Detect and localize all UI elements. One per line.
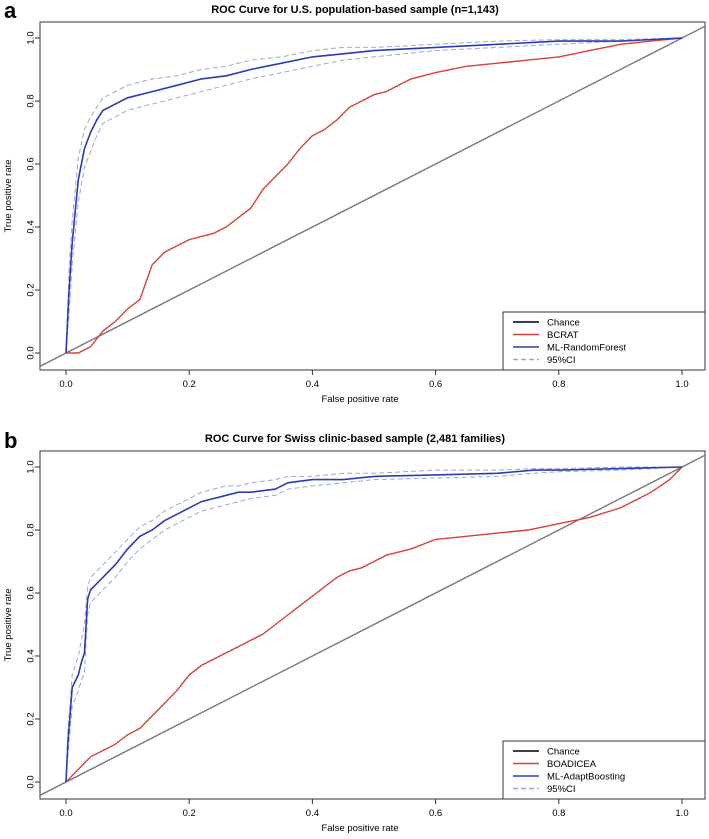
x-tick-label: 0.6 (429, 808, 442, 819)
legend-entry: BOADICEA (547, 759, 597, 770)
series-line-ml-adaptboosting (65, 466, 683, 783)
x-axis-label: False positive rate (321, 394, 398, 405)
x-tick-label: 0.4 (306, 808, 319, 819)
series-line-boadicea (65, 466, 683, 783)
series-line-bcrat (66, 37, 683, 354)
legend-entry: Chance (547, 318, 580, 329)
y-tick-label: 0.6 (26, 586, 37, 599)
chart-title: ROC Curve for Swiss clinic-based sample … (205, 433, 506, 445)
y-tick-label: 0.0 (26, 775, 37, 788)
y-tick-label: 0.4 (26, 220, 37, 233)
chart-title: ROC Curve for U.S. population-based samp… (211, 4, 499, 16)
x-tick-label: 0.2 (183, 379, 196, 390)
x-tick-label: 1.0 (675, 808, 688, 819)
y-tick-label: 0.2 (26, 712, 37, 725)
series-line-chance (40, 454, 705, 797)
x-tick-label: 0.2 (183, 808, 196, 819)
x-tick-label: 0.6 (429, 379, 442, 390)
legend-box (502, 740, 706, 800)
panel-label-a: a (4, 0, 17, 23)
series-line-95-ci (65, 37, 683, 354)
x-tick-label: 1.0 (675, 379, 688, 390)
y-axis-label: True positive rate (3, 588, 14, 661)
roc-chart-a: ROC Curve for U.S. population-based samp… (3, 4, 706, 405)
series-line-ml-randomforest (65, 37, 683, 354)
x-tick-label: 0.8 (552, 379, 565, 390)
y-tick-label: 0.2 (26, 283, 37, 296)
legend-entry: ML-AdaptBoosting (547, 772, 625, 783)
legend-entry: 95%CI (547, 355, 576, 366)
legend-entry: 95%CI (547, 784, 576, 795)
panel-label-b: b (4, 428, 18, 453)
y-tick-label: 0.4 (26, 649, 37, 662)
series-line-95-ci (65, 466, 682, 783)
y-tick-label: 1.0 (26, 460, 37, 473)
legend-box (502, 311, 706, 371)
x-tick-label: 0.0 (59, 808, 72, 819)
legend-entry: BCRAT (547, 330, 579, 341)
legend-entry: Chance (547, 747, 580, 758)
series-line-95-ci-lower (65, 466, 683, 783)
y-tick-label: 0.6 (26, 157, 37, 170)
plot-frame (39, 21, 706, 371)
legend-entry: ML-RandomForest (547, 343, 627, 354)
series-line-chance (40, 25, 705, 368)
y-tick-label: 0.0 (26, 346, 37, 359)
roc-chart-b: ROC Curve for Swiss clinic-based sample … (3, 433, 706, 834)
y-tick-label: 0.8 (26, 94, 37, 107)
x-tick-label: 0.0 (59, 379, 72, 390)
x-axis-label: False positive rate (321, 823, 398, 834)
x-tick-label: 0.4 (306, 379, 319, 390)
x-tick-label: 0.8 (552, 808, 565, 819)
y-axis-label: True positive rate (3, 159, 14, 232)
y-tick-label: 0.8 (26, 523, 37, 536)
y-tick-label: 1.0 (26, 31, 37, 44)
series-line-95-ci-lower (65, 37, 683, 354)
plot-frame (39, 450, 706, 800)
